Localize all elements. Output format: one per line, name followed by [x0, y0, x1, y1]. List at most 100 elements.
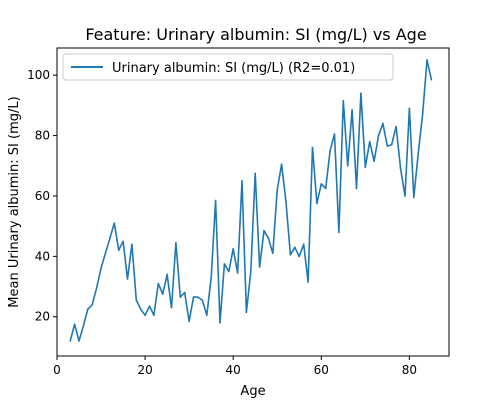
- data-point: [109, 237, 111, 240]
- data-point: [166, 273, 168, 276]
- data-point: [100, 267, 102, 270]
- data-point: [227, 270, 230, 273]
- data-point: [430, 78, 433, 81]
- data-point: [78, 340, 80, 342]
- data-point: [390, 143, 393, 146]
- data-point: [183, 291, 186, 294]
- data-point: [258, 266, 261, 268]
- data-point: [241, 180, 243, 182]
- data-point: [232, 248, 234, 250]
- data-point: [179, 296, 182, 298]
- data-point: [245, 311, 248, 314]
- data-point: [192, 296, 195, 298]
- data-point: [294, 246, 296, 249]
- data-point: [412, 196, 415, 199]
- data-point: [311, 146, 314, 149]
- y-tick-label: 20: [35, 310, 50, 324]
- x-tick-label: 0: [53, 363, 61, 377]
- data-point: [368, 140, 371, 143]
- data-point: [267, 237, 270, 240]
- data-point: [175, 241, 177, 244]
- data-point: [122, 240, 124, 243]
- y-tick-label: 60: [35, 189, 50, 203]
- data-point: [298, 255, 301, 258]
- data-point: [399, 167, 402, 170]
- data-point: [355, 187, 358, 190]
- data-point: [153, 314, 155, 317]
- data-point: [404, 195, 406, 197]
- data-point: [280, 163, 283, 166]
- data-point: [139, 308, 142, 310]
- legend-label: Urinary albumin: SI (mg/L) (R2=0.01): [112, 61, 355, 76]
- data-point: [113, 222, 116, 224]
- data-point: [333, 133, 336, 135]
- data-point: [188, 320, 190, 323]
- data-point: [329, 149, 331, 152]
- data-point: [135, 299, 138, 301]
- data-point: [87, 308, 89, 310]
- axes-frame: [56, 47, 450, 357]
- data-point: [82, 325, 85, 327]
- x-axis-label: Age: [240, 384, 265, 399]
- data-point: [214, 199, 217, 202]
- data-point: [360, 92, 362, 95]
- data-point: [219, 321, 221, 324]
- data-point: [126, 278, 129, 280]
- y-axis-label: Mean Urinary albumin: SI (mg/L): [7, 96, 22, 307]
- data-point: [285, 201, 287, 203]
- data-point: [223, 263, 226, 265]
- data-point: [408, 107, 411, 110]
- x-tick-label: 40: [226, 363, 241, 377]
- data-point: [373, 160, 375, 163]
- data-point: [117, 249, 120, 252]
- data-point: [426, 59, 428, 61]
- data-point: [104, 252, 107, 255]
- data-point: [170, 306, 173, 309]
- y-tick-label: 40: [35, 249, 50, 263]
- data-point: [131, 243, 133, 246]
- data-point: [386, 145, 389, 147]
- data-point: [210, 276, 212, 279]
- data-point: [249, 270, 252, 273]
- data-point: [276, 189, 279, 191]
- data-point: [263, 229, 265, 232]
- data-point: [302, 243, 305, 246]
- y-tick-label: 100: [27, 68, 50, 82]
- axis-ticks: 0 20 40 60 80 20 40 60 80 100: [27, 68, 417, 377]
- legend-frame: [62, 53, 394, 81]
- data-point: [320, 183, 323, 185]
- data-point: [73, 323, 76, 326]
- data-point: [382, 122, 384, 125]
- data-point: [205, 314, 208, 317]
- data-point: [338, 231, 340, 233]
- chart-title: Feature: Urinary albumin: SI (mg/L) vs A…: [85, 25, 426, 44]
- data-point: [254, 172, 257, 175]
- plot-area: [69, 59, 433, 342]
- data-point: [417, 152, 419, 155]
- data-point: [316, 202, 318, 205]
- legend: Urinary albumin: SI (mg/L) (R2=0.01): [62, 53, 394, 81]
- data-point: [236, 272, 239, 274]
- data-point: [342, 100, 345, 102]
- y-tick-label: 80: [35, 129, 50, 143]
- data-point: [307, 281, 309, 283]
- x-tick-label: 20: [137, 363, 152, 377]
- data-point: [148, 305, 151, 307]
- data-point: [157, 282, 160, 285]
- data-point: [289, 254, 292, 256]
- data-point: [395, 125, 397, 128]
- data-point: [272, 252, 274, 255]
- data-point: [69, 340, 72, 342]
- data-point: [346, 164, 349, 167]
- data-point: [91, 303, 94, 306]
- data-point: [377, 134, 380, 137]
- data-point: [95, 287, 98, 289]
- data-point: [161, 293, 164, 295]
- data-point: [351, 109, 353, 111]
- data-point: [364, 166, 367, 169]
- data-point: [324, 187, 327, 190]
- data-point: [201, 299, 204, 301]
- data-point: [144, 314, 146, 317]
- x-tick-label: 80: [402, 363, 417, 377]
